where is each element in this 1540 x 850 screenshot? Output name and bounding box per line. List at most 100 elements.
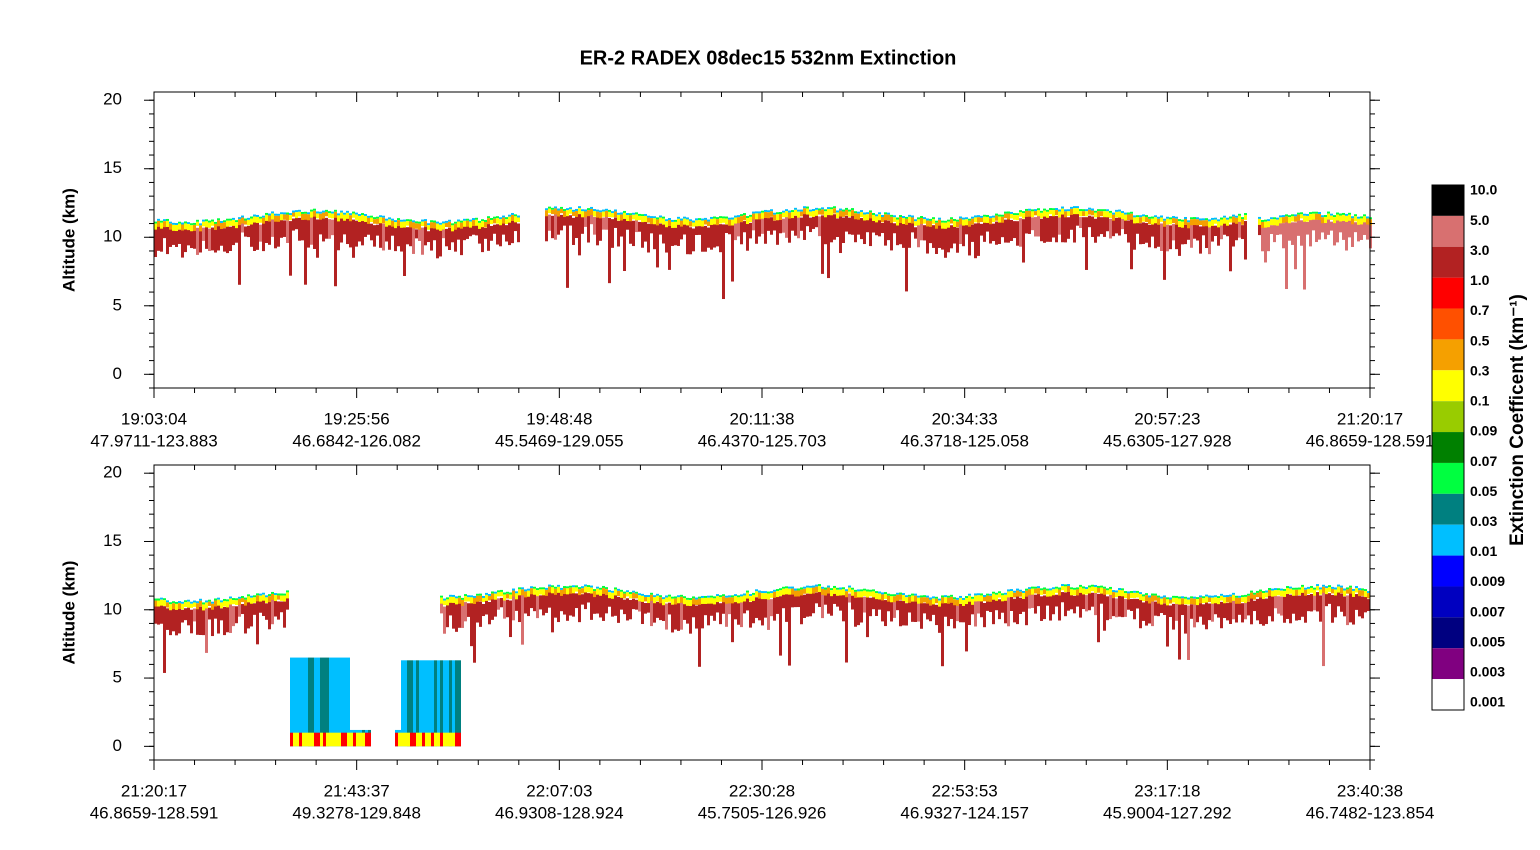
curtain-core (382, 223, 385, 251)
curtain-core (1040, 596, 1043, 621)
curtain-edge (1154, 595, 1157, 601)
curtain-edge (199, 225, 202, 233)
y-axis-label: Altitude (km) (59, 561, 78, 665)
curtain-top (713, 596, 716, 599)
curtain-edge (388, 219, 391, 228)
curtain-low (335, 657, 338, 747)
curtain-edge (1010, 591, 1013, 601)
curtain-core (241, 604, 244, 615)
curtain-edge (214, 600, 217, 611)
curtain-core (992, 223, 995, 242)
curtain-top (983, 214, 986, 217)
curtain-core (590, 593, 593, 620)
curtain-edge (358, 215, 361, 223)
curtain-core (1118, 596, 1121, 617)
curtain-core (851, 595, 854, 610)
y-axis-label: Altitude (km) (59, 188, 78, 292)
curtain-top (764, 209, 767, 212)
curtain-core (944, 603, 947, 617)
curtain-edge (833, 208, 836, 214)
curtain-edge (920, 597, 923, 607)
curtain-edge (680, 220, 683, 227)
curtain-top (1040, 210, 1043, 213)
curtain-core (725, 603, 728, 627)
curtain-edge (1291, 216, 1294, 222)
curtain-core (905, 224, 908, 292)
curtain-top (1163, 595, 1166, 598)
curtain-top (1285, 214, 1288, 217)
curtain-core (1010, 219, 1013, 241)
curtain-edge (1031, 211, 1034, 218)
colorbar-tick-label: 5.0 (1470, 212, 1490, 228)
curtain-core (1028, 216, 1031, 234)
curtain-edge (584, 586, 587, 596)
curtain-edge (178, 223, 181, 230)
curtain-core (1094, 218, 1097, 243)
curtain-edge (578, 589, 581, 598)
curtain-edge (968, 595, 971, 604)
curtain-edge (430, 222, 433, 232)
curtain-edge (698, 598, 701, 605)
curtain-low-base (314, 732, 317, 747)
curtain-edge (172, 603, 175, 613)
curtain-top (472, 218, 475, 221)
curtain-top (1067, 584, 1070, 587)
curtain-top (265, 595, 268, 598)
curtain-edge (1352, 590, 1355, 601)
curtain-top (707, 219, 710, 222)
curtain-edge (256, 216, 259, 225)
curtain-core (1166, 605, 1169, 647)
curtain-top (989, 593, 992, 596)
curtain-core (443, 606, 446, 634)
curtain-top (962, 597, 965, 600)
curtain-top (698, 596, 701, 599)
curtain-edge (638, 215, 641, 221)
curtain-top (500, 589, 503, 592)
curtain-core (872, 597, 875, 610)
curtain-edge (824, 589, 827, 600)
curtain-core (803, 594, 806, 618)
curtain-edge (1199, 220, 1202, 226)
curtain-edge (827, 209, 830, 219)
curtain-edge (1001, 216, 1004, 225)
curtain-core (581, 217, 584, 234)
curtain-core (1112, 598, 1115, 617)
curtain-core (1028, 595, 1031, 609)
curtain-top (593, 589, 596, 592)
curtain-top (1295, 587, 1298, 590)
curtain-core (881, 600, 884, 622)
curtain-top (560, 206, 563, 209)
curtain-core (689, 606, 692, 634)
curtain-core (265, 220, 268, 243)
curtain-core (1124, 599, 1127, 617)
curtain-edge (493, 218, 496, 224)
curtain-core (872, 220, 875, 233)
curtain-core (710, 603, 713, 616)
curtain-top (809, 209, 812, 212)
curtain-core (566, 216, 569, 288)
curtain-edge (806, 208, 809, 215)
curtain-core (644, 603, 647, 614)
curtain-top (536, 588, 539, 591)
curtain-top (1366, 216, 1369, 219)
curtain-edge (965, 598, 968, 606)
curtain-edge (310, 211, 313, 220)
curtain-core (860, 218, 863, 240)
curtain-top (617, 588, 620, 591)
curtain-edge (836, 589, 839, 599)
curtain-edge (890, 596, 893, 607)
curtain-edge (773, 214, 776, 221)
curtain-core (956, 227, 959, 253)
curtain-edge (473, 597, 476, 606)
curtain-top (256, 214, 259, 217)
curtain-core (310, 217, 313, 245)
curtain-edge (1261, 221, 1264, 229)
curtain-top (881, 592, 884, 595)
curtain-top (1220, 593, 1223, 596)
curtain-top (647, 215, 650, 218)
curtain-edge (265, 214, 268, 222)
curtain-core (860, 597, 863, 623)
curtain-top (935, 220, 938, 223)
y-tick-label: 10 (103, 599, 122, 618)
curtain-core (499, 225, 502, 247)
